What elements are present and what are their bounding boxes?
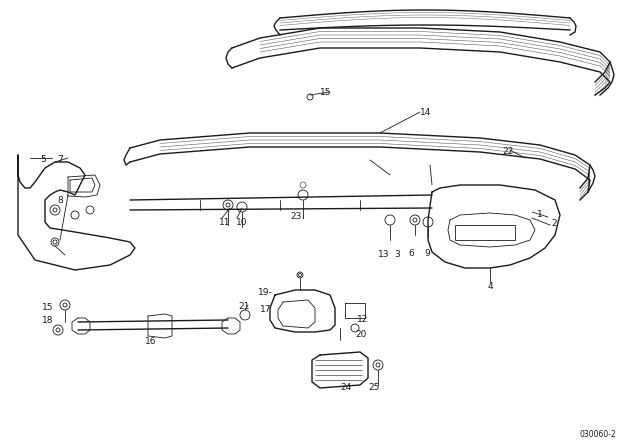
- Text: 21: 21: [238, 302, 250, 311]
- Text: 10: 10: [236, 218, 248, 227]
- Text: 2: 2: [551, 219, 557, 228]
- Text: 16: 16: [145, 337, 157, 346]
- Text: 030060-2: 030060-2: [580, 430, 617, 439]
- Text: 15: 15: [320, 88, 332, 97]
- Text: 9: 9: [424, 249, 429, 258]
- Text: 24: 24: [340, 383, 351, 392]
- Text: 17: 17: [260, 305, 271, 314]
- Text: 25: 25: [368, 383, 380, 392]
- Bar: [455, 225, 515, 240]
- Text: 3: 3: [394, 250, 400, 259]
- Text: 6: 6: [408, 249, 413, 258]
- Text: 1: 1: [537, 210, 543, 219]
- Text: 11: 11: [219, 218, 230, 227]
- Text: 18: 18: [42, 316, 54, 325]
- Text: 5: 5: [40, 155, 45, 164]
- Text: 12: 12: [357, 315, 369, 324]
- Text: 13: 13: [378, 250, 390, 259]
- Text: 14: 14: [420, 108, 431, 117]
- Text: 19-: 19-: [258, 288, 273, 297]
- Text: 4: 4: [488, 282, 493, 291]
- Text: 8: 8: [57, 196, 63, 205]
- Text: 15: 15: [42, 303, 54, 312]
- Text: 22: 22: [502, 147, 513, 156]
- Text: 7: 7: [57, 155, 63, 164]
- Text: 23: 23: [290, 212, 301, 221]
- Text: 20: 20: [355, 330, 366, 339]
